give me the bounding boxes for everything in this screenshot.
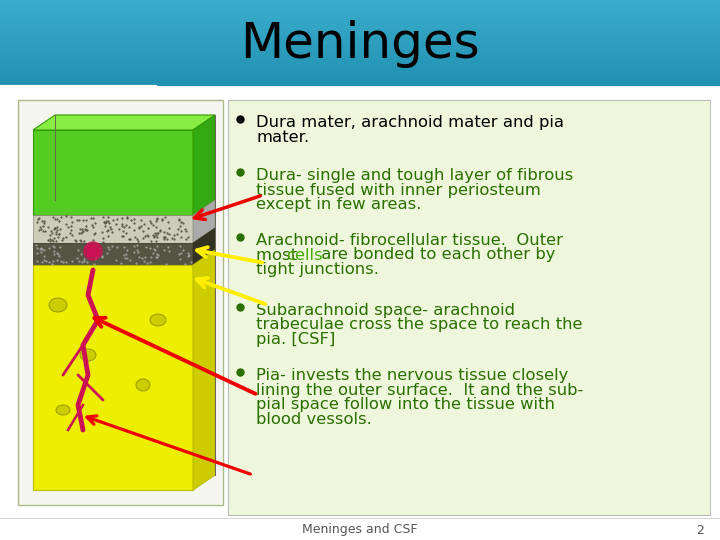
- Bar: [0, 59, 720, 62]
- Bar: [0, 66, 720, 69]
- Ellipse shape: [136, 379, 150, 391]
- Bar: [0, 38, 720, 41]
- Bar: [0, 55, 720, 58]
- Bar: [0, 17, 720, 19]
- Bar: [0, 0, 720, 3]
- Text: Pia- invests the nervous tissue closely: Pia- invests the nervous tissue closely: [256, 368, 568, 383]
- Bar: [0, 19, 720, 22]
- Text: Subarachnoid space- arachnoid: Subarachnoid space- arachnoid: [256, 303, 515, 318]
- Text: cells: cells: [286, 247, 323, 262]
- Circle shape: [84, 242, 102, 260]
- Text: Meninges: Meninges: [240, 20, 480, 68]
- Text: 2: 2: [696, 523, 704, 537]
- Bar: [0, 75, 720, 77]
- Bar: [0, 30, 720, 32]
- Bar: [0, 81, 720, 83]
- Bar: [0, 6, 720, 9]
- Polygon shape: [33, 115, 215, 130]
- Text: are bonded to each other by: are bonded to each other by: [316, 247, 556, 262]
- Bar: [0, 36, 720, 39]
- Bar: [0, 21, 720, 24]
- Ellipse shape: [49, 298, 67, 312]
- Bar: [0, 70, 720, 73]
- FancyBboxPatch shape: [33, 130, 193, 215]
- Text: Meninges and CSF: Meninges and CSF: [302, 523, 418, 537]
- Bar: [0, 47, 720, 49]
- Bar: [0, 43, 720, 45]
- Polygon shape: [193, 200, 215, 243]
- Bar: [0, 9, 720, 11]
- Bar: [0, 32, 720, 35]
- Circle shape: [89, 247, 97, 255]
- Text: mater.: mater.: [256, 130, 309, 145]
- Bar: [0, 62, 720, 64]
- Bar: [0, 25, 720, 28]
- Bar: [0, 83, 720, 85]
- Bar: [0, 13, 720, 15]
- FancyBboxPatch shape: [18, 100, 223, 505]
- Bar: [0, 68, 720, 71]
- Text: pial space follow into the tissue with: pial space follow into the tissue with: [256, 397, 555, 412]
- Text: pia. [CSF]: pia. [CSF]: [256, 332, 336, 347]
- Bar: [0, 15, 720, 17]
- Bar: [0, 28, 720, 30]
- Bar: [0, 53, 720, 56]
- Text: Arachnoid- fibrocellular tissue.  Outer: Arachnoid- fibrocellular tissue. Outer: [256, 233, 563, 248]
- FancyBboxPatch shape: [33, 243, 193, 265]
- Polygon shape: [193, 250, 215, 490]
- Bar: [0, 51, 720, 53]
- Bar: [0, 72, 720, 75]
- Polygon shape: [193, 228, 215, 265]
- Text: trabeculae cross the space to reach the: trabeculae cross the space to reach the: [256, 318, 582, 333]
- FancyBboxPatch shape: [228, 100, 710, 515]
- Bar: [0, 57, 720, 60]
- Bar: [0, 49, 720, 51]
- Text: tissue fused with inner periosteum: tissue fused with inner periosteum: [256, 183, 541, 198]
- Circle shape: [87, 245, 99, 257]
- Text: blood vessols.: blood vessols.: [256, 411, 372, 427]
- Bar: [0, 45, 720, 47]
- FancyBboxPatch shape: [33, 265, 193, 490]
- Bar: [0, 4, 720, 7]
- Text: most: most: [256, 247, 302, 262]
- Ellipse shape: [150, 314, 166, 326]
- Polygon shape: [193, 115, 215, 215]
- Bar: [0, 2, 720, 5]
- Text: Dura mater, arachnoid mater and pia: Dura mater, arachnoid mater and pia: [256, 115, 564, 130]
- Text: tight junctions.: tight junctions.: [256, 262, 379, 277]
- Bar: [0, 40, 720, 43]
- Bar: [0, 64, 720, 66]
- Bar: [0, 77, 720, 79]
- Bar: [0, 11, 720, 14]
- Text: lining the outer surface.  It and the sub-: lining the outer surface. It and the sub…: [256, 382, 583, 397]
- Ellipse shape: [80, 349, 96, 361]
- FancyBboxPatch shape: [33, 215, 193, 243]
- Text: except in few areas.: except in few areas.: [256, 197, 421, 212]
- Bar: [0, 23, 720, 26]
- Ellipse shape: [56, 405, 70, 415]
- Bar: [0, 34, 720, 37]
- Bar: [0, 79, 720, 81]
- Text: Dura- single and tough layer of fibrous: Dura- single and tough layer of fibrous: [256, 168, 573, 183]
